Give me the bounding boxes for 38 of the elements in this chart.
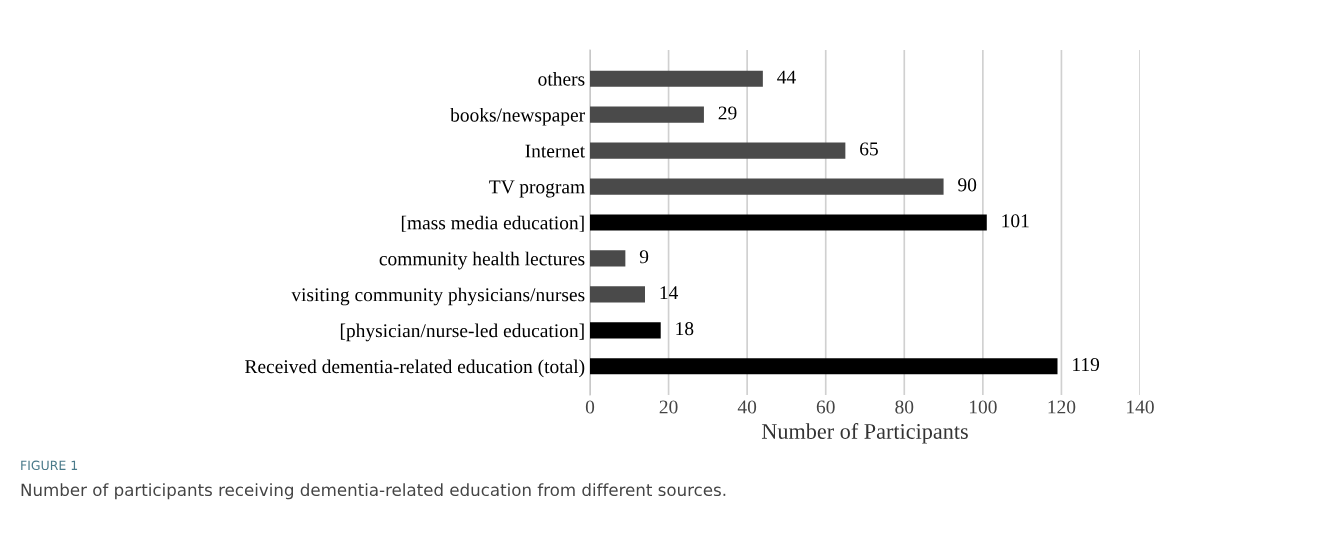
bar: [590, 214, 987, 231]
bar: [590, 250, 626, 267]
bar: [590, 106, 704, 123]
bar: [590, 142, 846, 159]
data-label: 119: [1073, 358, 1100, 372]
y-tick-label: others: [538, 72, 585, 86]
y-tick-label: Internet: [525, 144, 586, 158]
bar: [590, 358, 1058, 375]
y-tick-label: books/newspaper: [450, 107, 585, 126]
bar: [590, 178, 944, 195]
x-tick-label: 0: [585, 400, 595, 414]
data-label: 29: [718, 106, 737, 120]
x-tick-label: 80: [895, 400, 914, 414]
y-tick-label: community health lectures: [379, 251, 585, 270]
data-label: 44: [777, 70, 796, 84]
y-tick-label: [mass media education]: [401, 215, 584, 232]
data-label: 9: [639, 250, 649, 264]
x-tick-label: 120: [1048, 400, 1076, 414]
x-tick-label: 100: [969, 400, 997, 414]
data-label: 18: [676, 322, 694, 336]
x-tick-label: 20: [659, 400, 678, 414]
data-label: 101: [1002, 214, 1029, 228]
y-tick-label: [physician/nurse-led education]: [340, 323, 584, 342]
bar: [590, 322, 661, 339]
caption: FIGURE 1: [21, 460, 78, 471]
data-label: 14: [660, 286, 679, 300]
data-label: 65: [860, 142, 878, 156]
y-tick-label: TV program: [489, 180, 585, 198]
x-tick-label: 60: [816, 400, 835, 414]
y-tick-label: visiting community physicians/nurses: [291, 287, 585, 306]
x-axis-title: Number of Participants: [761, 423, 968, 444]
x-tick-label: 140: [1127, 400, 1154, 414]
data-label: 90: [958, 178, 977, 192]
bar: [590, 70, 763, 87]
x-tick-label: 40: [737, 400, 757, 414]
bar: [590, 286, 645, 303]
text: Number of participants receiving dementia-related education from different sources.: [21, 483, 726, 500]
y-tick-label: Received dementia-related education (total): [245, 359, 585, 378]
